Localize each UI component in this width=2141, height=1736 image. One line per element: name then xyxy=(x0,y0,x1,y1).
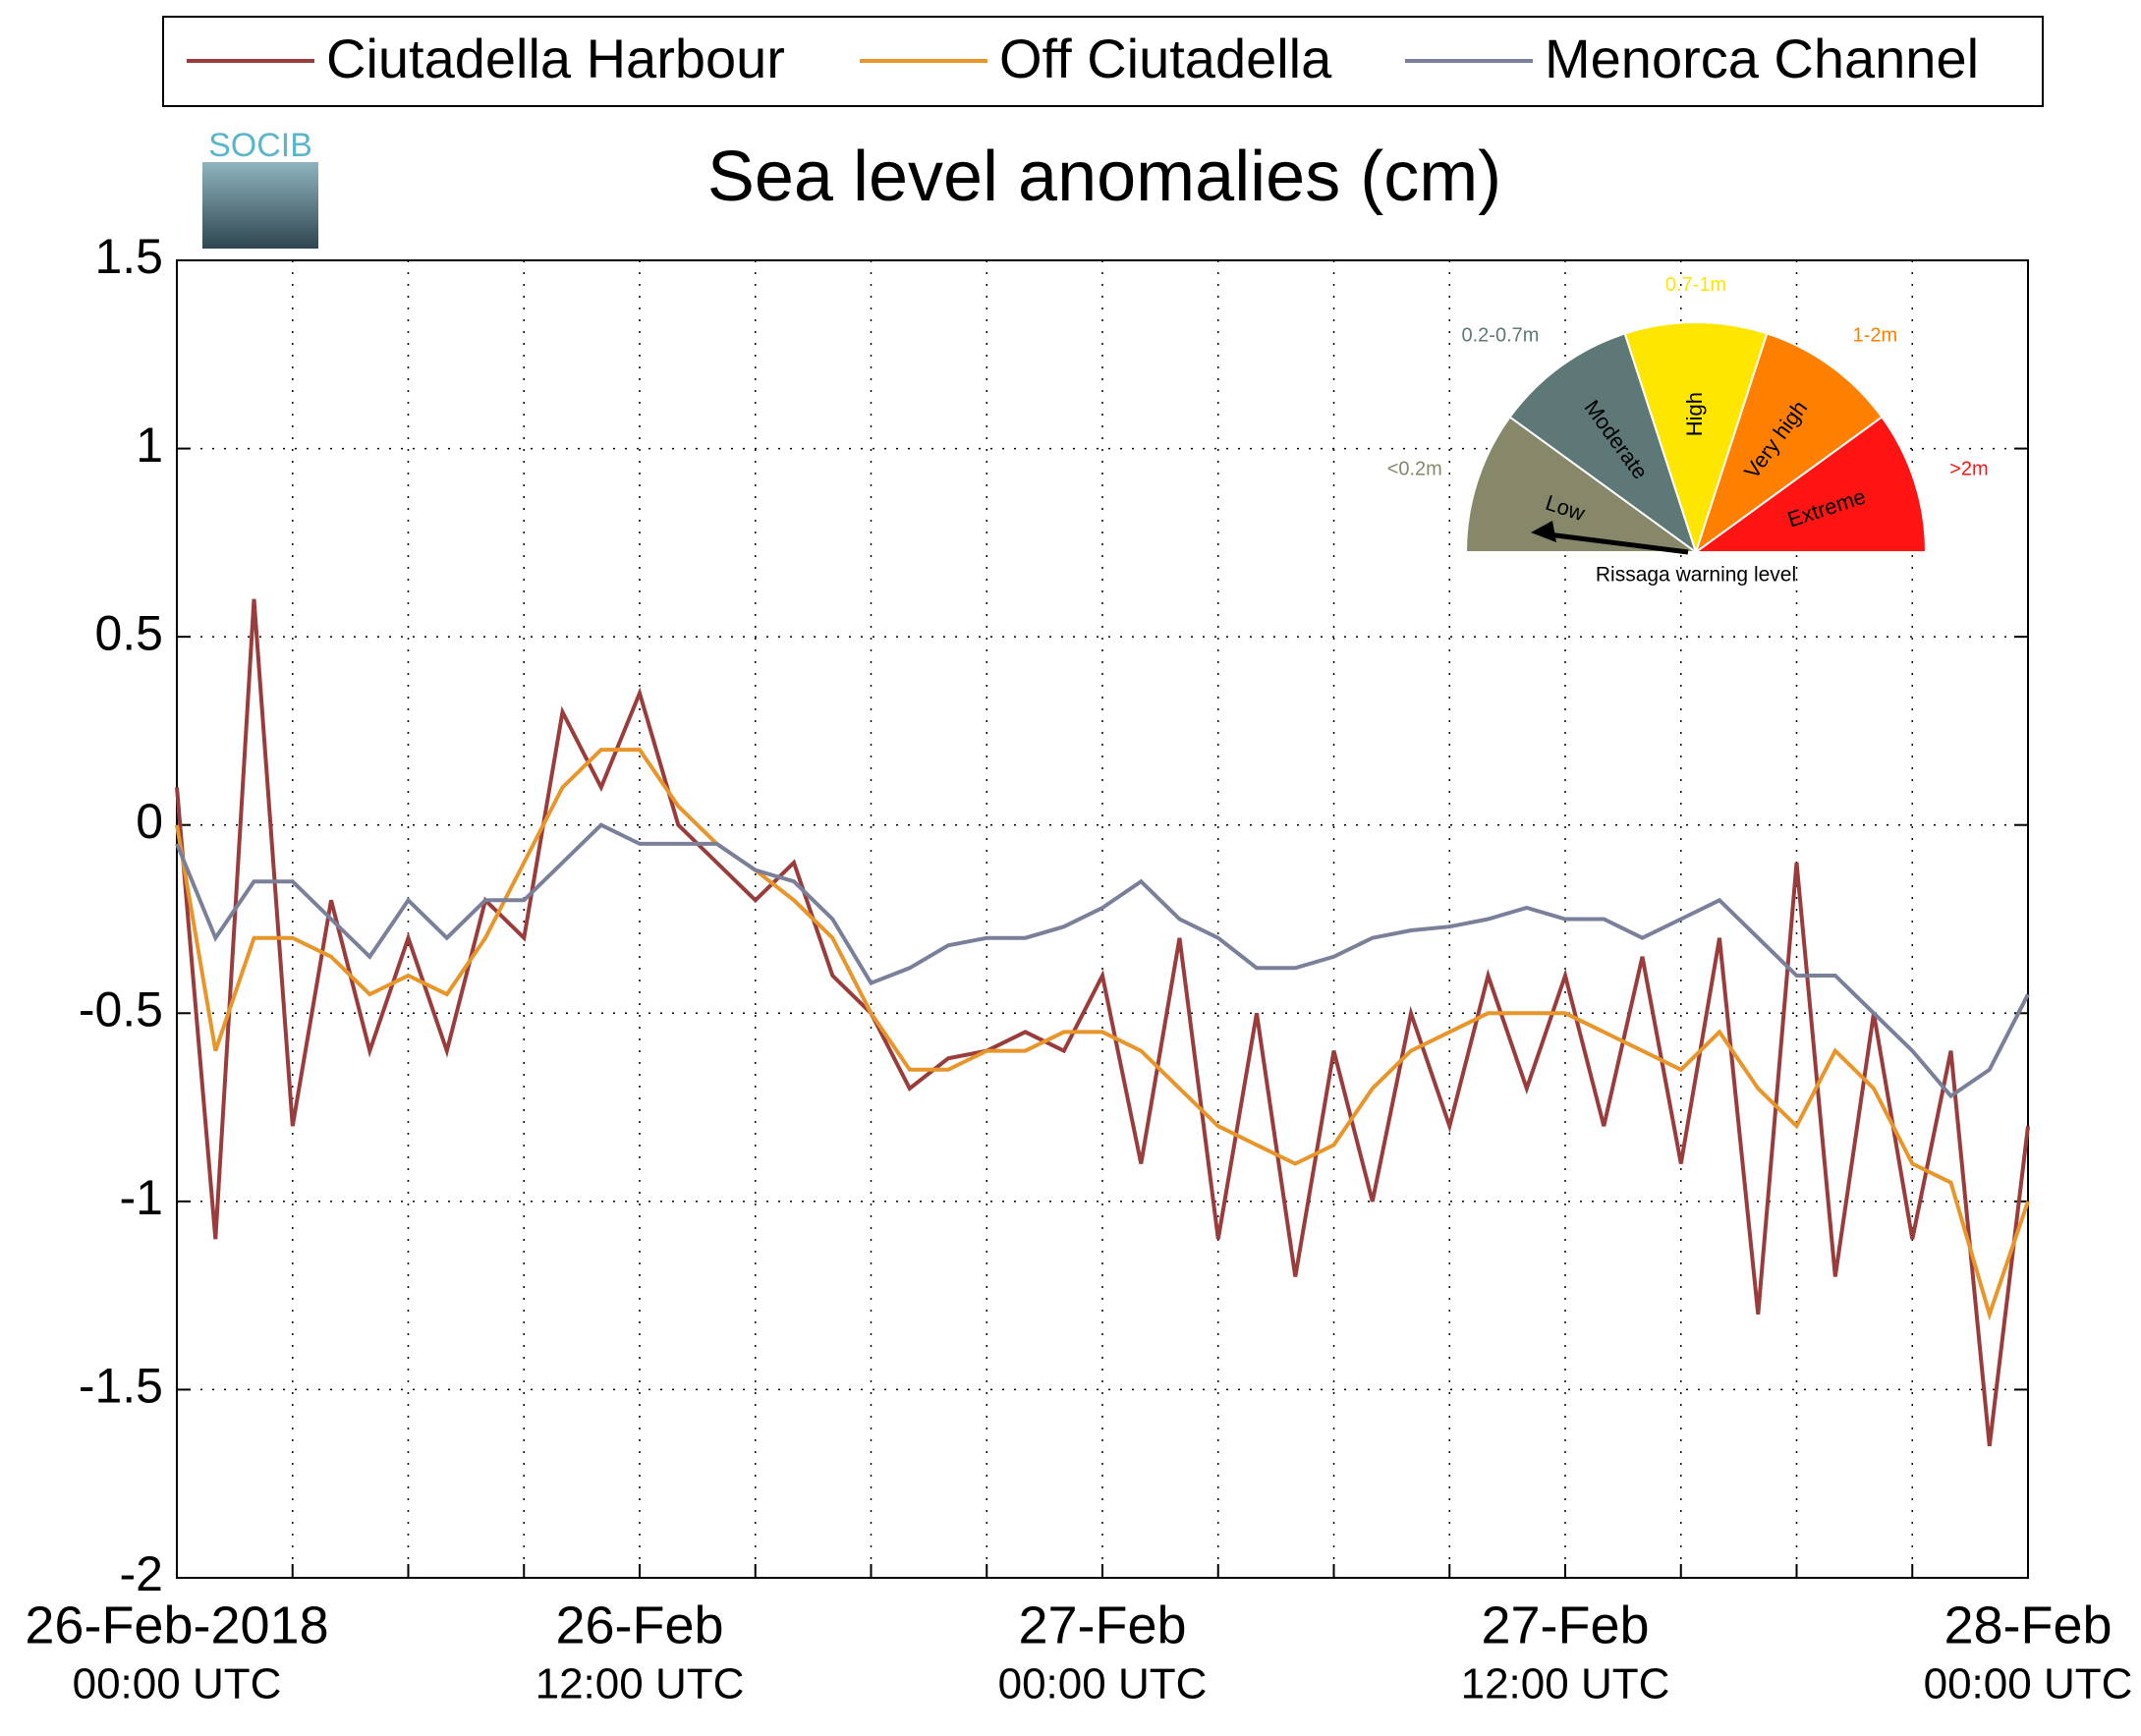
gauge-sector xyxy=(1692,416,1928,553)
y-tick-label: -2 xyxy=(120,1546,163,1601)
gauge-needle xyxy=(1548,532,1689,555)
x-tick-label: 12:00 UTC xyxy=(1461,1660,1670,1708)
y-tick-label: -0.5 xyxy=(79,981,163,1036)
gauge-range: 1-2m xyxy=(1853,325,1898,347)
x-tick-label: 12:00 UTC xyxy=(535,1660,745,1708)
gauge-caption: Rissaga warning level xyxy=(1596,564,1796,587)
chart-title: Sea level anomalies (cm) xyxy=(707,138,1501,216)
x-tick-label: 27-Feb xyxy=(1481,1596,1649,1654)
x-tick-label: 00:00 UTC xyxy=(998,1660,1208,1708)
x-tick-label: 28-Feb xyxy=(1944,1596,2112,1654)
y-tick-label: 0 xyxy=(136,794,163,849)
legend-box xyxy=(162,16,2044,107)
legend-label: Menorca Channel xyxy=(1545,28,1979,89)
gauge-sector xyxy=(1694,332,1884,555)
series-line xyxy=(175,598,2030,1447)
x-tick-label: 00:00 UTC xyxy=(1924,1660,2133,1708)
x-tick-label: 27-Feb xyxy=(1018,1596,1186,1654)
y-tick-label: -1.5 xyxy=(79,1359,163,1414)
gauge-sector xyxy=(1464,416,1700,553)
y-tick-label: 1.5 xyxy=(94,229,163,284)
y-tick-label: 1 xyxy=(136,418,163,473)
x-tick-label: 26-Feb xyxy=(555,1596,723,1654)
y-tick-label: 0.5 xyxy=(94,605,163,660)
y-tick-label: -1 xyxy=(120,1170,163,1225)
legend-label: Ciutadella Harbour xyxy=(326,28,785,89)
gauge-range: 0.7-1m xyxy=(1665,274,1726,296)
gauge-range: <0.2m xyxy=(1387,458,1442,479)
gauge-sector xyxy=(1508,332,1698,555)
gauge-label: High xyxy=(1682,392,1707,436)
gauge-range: >2m xyxy=(1949,458,1988,479)
legend-label: Off Ciutadella xyxy=(999,28,1332,89)
gauge-needle-head xyxy=(1531,521,1556,542)
series-line xyxy=(175,822,2030,1099)
logo: SOCIB xyxy=(208,127,312,164)
x-tick-label: 26-Feb-2018 xyxy=(25,1596,328,1654)
gauge-range: 0.2-0.7m xyxy=(1462,325,1540,347)
logo-box xyxy=(202,162,318,249)
gauge-sector xyxy=(1623,321,1769,556)
series-line xyxy=(175,748,2030,1321)
x-tick-label: 00:00 UTC xyxy=(73,1660,282,1708)
